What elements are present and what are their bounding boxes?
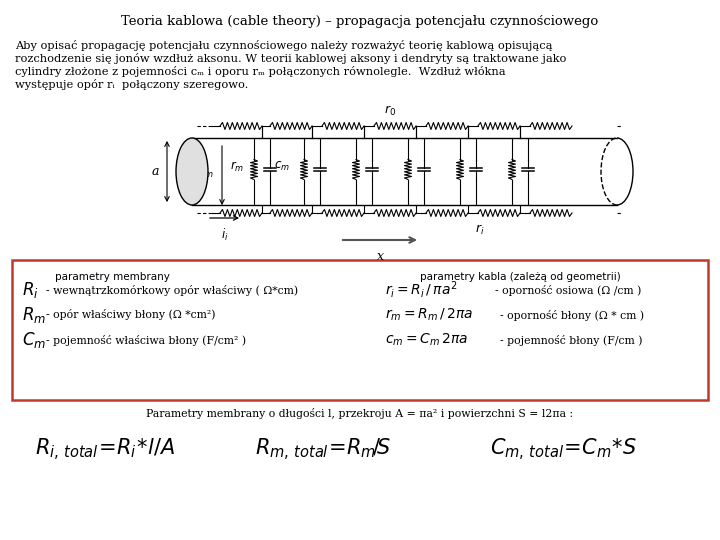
Text: $C_m$: $C_m$: [22, 330, 46, 350]
Text: - oporność błony (Ω * cm ): - oporność błony (Ω * cm ): [500, 309, 644, 321]
Text: - pojemność właściwa błony (F/cm² ): - pojemność właściwa błony (F/cm² ): [46, 334, 246, 346]
Text: $r_0$: $r_0$: [384, 104, 396, 118]
Text: $r_i$: $r_i$: [475, 223, 485, 237]
Text: $R_{i,\,total}\!=\!R_i\!*\!l/A$: $R_{i,\,total}\!=\!R_i\!*\!l/A$: [35, 437, 175, 463]
Text: $R_i$: $R_i$: [22, 280, 39, 300]
Text: $r_i = R_i\,/\,\pi a^2$: $r_i = R_i\,/\,\pi a^2$: [385, 280, 457, 300]
Text: $i_m$: $i_m$: [202, 164, 214, 179]
Text: $R_m$: $R_m$: [22, 305, 46, 325]
Text: parametry kabla (zależą od geometrii): parametry kabla (zależą od geometrii): [420, 272, 621, 282]
Text: $c_m$: $c_m$: [274, 160, 290, 173]
Text: $c_m = C_m\,2\pi a$: $c_m = C_m\,2\pi a$: [385, 332, 468, 348]
Ellipse shape: [176, 138, 208, 205]
Text: $i_i$: $i_i$: [221, 227, 228, 243]
Text: $C_{m,\,total}\!=\!C_m\!*\!S$: $C_{m,\,total}\!=\!C_m\!*\!S$: [490, 437, 637, 463]
Text: - oporność osiowa (Ω /cm ): - oporność osiowa (Ω /cm ): [495, 285, 642, 295]
Text: $r_m$: $r_m$: [230, 159, 244, 173]
Text: Aby opisać propagację potencjału czynnościowego należy rozważyć teorię kablową o: Aby opisać propagację potencjału czynnoś…: [15, 40, 552, 51]
Text: $R_{m,\,total}\!=\!R_m\!/\!S$: $R_{m,\,total}\!=\!R_m\!/\!S$: [255, 437, 391, 463]
Text: parametry membrany: parametry membrany: [55, 272, 170, 282]
Text: a: a: [151, 165, 158, 178]
Text: występuje opór rᵢ  połączony szeregowo.: występuje opór rᵢ połączony szeregowo.: [15, 79, 248, 90]
Bar: [12, 260, 708, 400]
Text: $r_m = R_m\,/\,2\pi a$: $r_m = R_m\,/\,2\pi a$: [385, 307, 473, 323]
Text: cylindry złożone z pojemności cₘ i oporu rₘ połączonych równolegle.  Wzdłuż włók: cylindry złożone z pojemności cₘ i oporu…: [15, 66, 505, 77]
Text: Parametry membrany o długości l, przekroju A = πa² i powierzchni S = l2πa :: Parametry membrany o długości l, przekro…: [146, 408, 574, 419]
Bar: [192, 138, 617, 205]
Text: Teoria kablowa (cable theory) – propagacja potencjału czynnościowego: Teoria kablowa (cable theory) – propagac…: [122, 16, 598, 29]
Text: - pojemność błony (F/cm ): - pojemność błony (F/cm ): [500, 334, 642, 346]
Text: - opór właściwy błony (Ω *cm²): - opór właściwy błony (Ω *cm²): [46, 309, 215, 321]
Text: x: x: [377, 250, 384, 263]
Text: - wewnątrzkomórkowy opór właściwy ( Ω*cm): - wewnątrzkomórkowy opór właściwy ( Ω*cm…: [46, 285, 298, 295]
Text: rozchodzenie się jonów wzdłuż aksonu. W teorii kablowej aksony i dendryty są tra: rozchodzenie się jonów wzdłuż aksonu. W …: [15, 53, 567, 64]
